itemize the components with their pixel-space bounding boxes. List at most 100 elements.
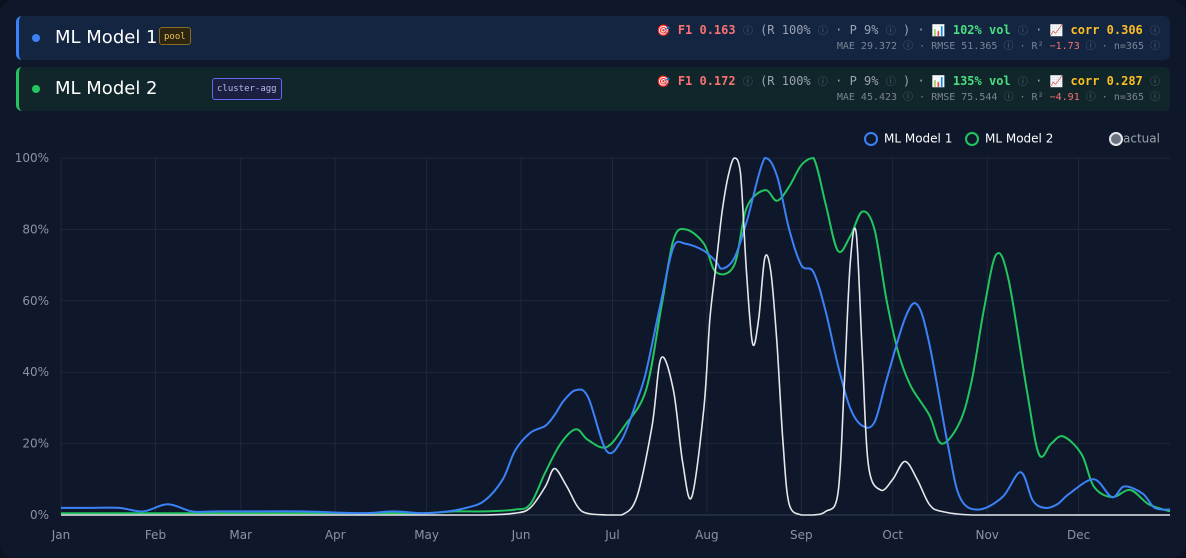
separator: · — [1019, 41, 1026, 52]
volume-ratio: 102% vol — [952, 23, 1011, 37]
x-tick-label: Sep — [790, 528, 813, 542]
info-icon[interactable]: ⓘ — [1085, 92, 1096, 103]
bar-chart-icon: 📊 — [931, 75, 946, 88]
x-tick-label: Jun — [511, 528, 531, 542]
y-tick-label: 100% — [15, 151, 49, 165]
f1-score: F1 0.172 — [677, 74, 736, 88]
info-icon[interactable]: ⓘ — [1003, 92, 1014, 103]
y-tick-label: 20% — [22, 437, 49, 451]
r2-label: R² — [1031, 92, 1044, 103]
info-icon[interactable]: ⓘ — [885, 77, 896, 88]
series-line-ml-model-2[interactable] — [61, 157, 1171, 515]
model-color-dot — [32, 34, 40, 42]
chart-legend: ML Model 1 ML Model 2 actual — [864, 131, 1174, 153]
info-icon[interactable]: ⓘ — [1017, 77, 1028, 88]
chart-grid — [60, 157, 1170, 516]
legend-item-model-1[interactable]: ML Model 1 — [864, 131, 952, 146]
correlation-value: corr 0.287 — [1070, 74, 1143, 88]
x-tick-label: Jul — [604, 528, 619, 542]
separator: · — [919, 92, 926, 103]
rmse-value: RMSE 51.365 — [931, 41, 998, 52]
info-icon[interactable]: ⓘ — [1150, 26, 1160, 37]
y-tick-label: 80% — [22, 222, 49, 236]
mae-value: MAE 29.372 — [836, 41, 898, 52]
r2-value: −4.91 — [1049, 92, 1080, 103]
info-icon[interactable]: ⓘ — [1003, 41, 1014, 52]
info-icon[interactable]: ⓘ — [1150, 41, 1160, 52]
info-icon[interactable]: ⓘ — [817, 26, 828, 37]
precision-value: P 9% — [849, 23, 879, 37]
mae-value: MAE 45.423 — [836, 92, 898, 103]
separator: · — [1101, 41, 1108, 52]
model-tag-badge: cluster-agg — [212, 78, 282, 100]
x-tick-label: Feb — [145, 528, 166, 542]
info-icon[interactable]: ⓘ — [1085, 41, 1096, 52]
model-card-1[interactable]: ML Model 1 pool 🎯 F1 0.163 ⓘ (R 100% ⓘ ·… — [16, 16, 1170, 60]
info-icon[interactable]: ⓘ — [817, 77, 828, 88]
target-icon: 🎯 — [656, 24, 671, 37]
paren-close: ) — [902, 23, 911, 37]
separator: · — [1035, 74, 1043, 88]
info-icon[interactable]: ⓘ — [1150, 92, 1160, 103]
x-axis-ticks: Jan Feb Mar Apr May Jun Jul Aug Sep Oct Nov Dec — [51, 528, 1090, 542]
separator: · — [835, 74, 843, 88]
series-line-actual[interactable] — [61, 157, 1170, 516]
recall-value: (R 100% — [760, 23, 811, 37]
chart-series — [61, 157, 1171, 516]
info-icon[interactable]: ⓘ — [742, 77, 753, 88]
info-icon[interactable]: ⓘ — [903, 92, 914, 103]
info-icon[interactable]: ⓘ — [903, 41, 914, 52]
separator: · — [1101, 92, 1108, 103]
model-card-2[interactable]: ML Model 2 cluster-agg 🎯 F1 0.172 ⓘ (R 1… — [16, 67, 1170, 111]
volume-ratio: 135% vol — [952, 74, 1011, 88]
y-tick-label: 60% — [22, 294, 49, 308]
trend-icon: 📈 — [1049, 75, 1064, 88]
precision-value: P 9% — [849, 74, 879, 88]
r2-label: R² — [1031, 41, 1044, 52]
x-tick-label: Oct — [882, 528, 903, 542]
series-line-ml-model-1[interactable] — [61, 157, 1171, 515]
x-tick-label: Apr — [325, 528, 346, 542]
trend-icon: 📈 — [1049, 24, 1064, 37]
rmse-value: RMSE 75.544 — [931, 92, 998, 103]
legend-item-actual[interactable]: actual — [1109, 131, 1160, 146]
bar-chart-icon: 📊 — [931, 24, 946, 37]
separator: · — [919, 41, 926, 52]
info-icon[interactable]: ⓘ — [885, 26, 896, 37]
target-icon: 🎯 — [656, 75, 671, 88]
separator: · — [917, 23, 925, 37]
correlation-value: corr 0.306 — [1070, 23, 1143, 37]
x-tick-label: Aug — [695, 528, 718, 542]
sample-count: n=365 — [1113, 41, 1144, 52]
model-name: ML Model 1 — [55, 27, 158, 48]
model-tag-badge: pool — [159, 27, 191, 45]
y-tick-label: 40% — [22, 365, 49, 379]
f1-score: F1 0.163 — [677, 23, 736, 37]
separator: · — [835, 23, 843, 37]
x-tick-label: Jan — [51, 528, 71, 542]
legend-swatch — [864, 131, 878, 146]
r2-value: −1.73 — [1049, 41, 1080, 52]
sample-count: n=365 — [1113, 92, 1144, 103]
paren-close: ) — [902, 74, 911, 88]
separator: · — [1019, 92, 1026, 103]
x-tick-label: Nov — [975, 528, 998, 542]
separator: · — [917, 74, 925, 88]
recall-value: (R 100% — [760, 74, 811, 88]
legend-swatch — [1109, 131, 1123, 146]
y-axis-ticks: 0% 20% 40% 60% 80% 100% — [15, 151, 49, 522]
legend-item-model-2[interactable]: ML Model 2 — [965, 131, 1053, 146]
info-icon[interactable]: ⓘ — [1017, 26, 1028, 37]
legend-swatch — [965, 131, 979, 146]
model-metrics: 🎯 F1 0.163 ⓘ (R 100% ⓘ · P 9% ⓘ ) · 📊 10… — [657, 22, 1160, 54]
model-color-dot — [32, 85, 40, 93]
x-tick-label: Dec — [1067, 528, 1090, 542]
y-tick-label: 0% — [30, 508, 49, 522]
info-icon[interactable]: ⓘ — [1150, 77, 1160, 88]
x-tick-label: May — [414, 528, 439, 542]
model-name: ML Model 2 — [55, 78, 158, 99]
info-icon[interactable]: ⓘ — [742, 26, 753, 37]
x-tick-label: Mar — [229, 528, 252, 542]
